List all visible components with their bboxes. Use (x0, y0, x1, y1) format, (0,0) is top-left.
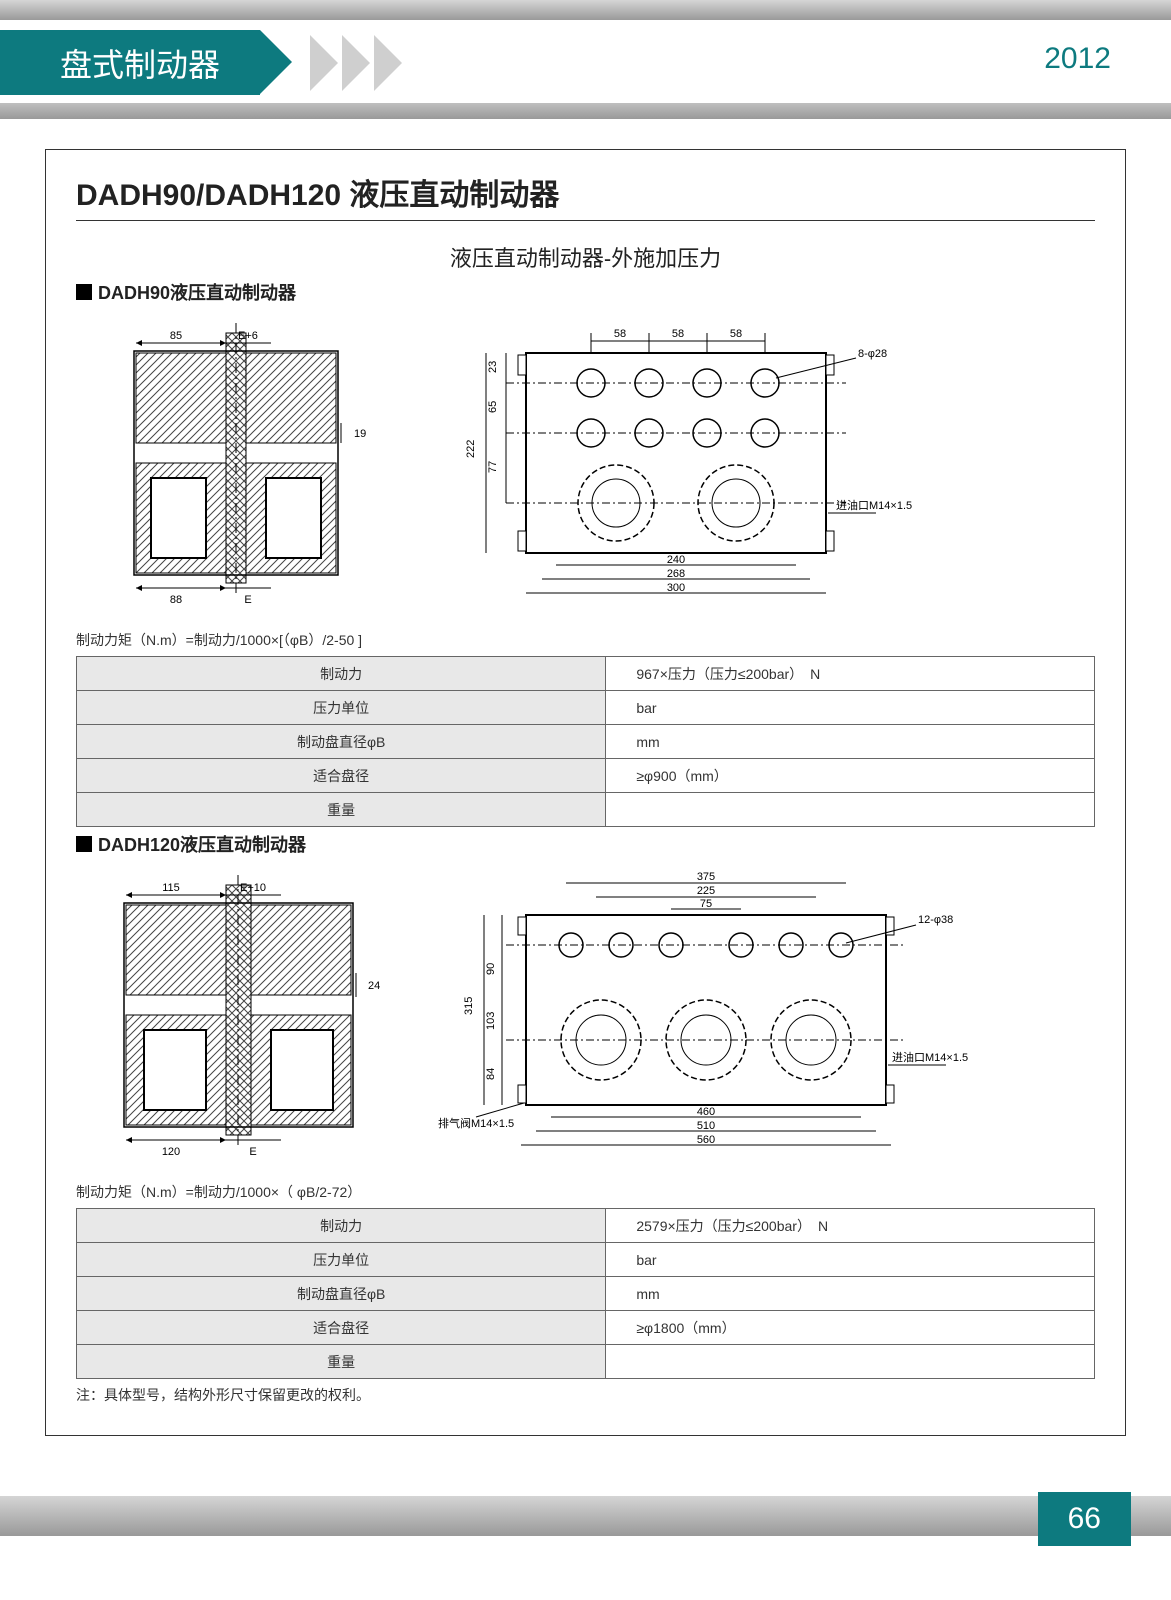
svg-text:12-φ38: 12-φ38 (918, 914, 953, 926)
section-2-table: 制动力2579×压力（压力≤200bar） N 压力单位bar 制动盘直径φBm… (76, 1208, 1095, 1379)
section-2-diagrams: 115 E+10 24 120 E (76, 865, 1095, 1170)
dadh120-left-diagram: 115 E+10 24 120 E (76, 865, 396, 1170)
svg-text:268: 268 (667, 568, 685, 580)
header-year: 2012 (1044, 42, 1111, 76)
svg-text:排气阀M14×1.5: 排气阀M14×1.5 (438, 1116, 514, 1130)
svg-text:E+6: E+6 (238, 330, 258, 342)
svg-text:90: 90 (485, 963, 497, 975)
svg-text:77: 77 (487, 461, 499, 473)
title-rule (76, 220, 1095, 221)
table-row: 重量 (77, 793, 1095, 827)
section-1-table: 制动力967×压力（压力≤200bar） N 压力单位bar 制动盘直径φBmm… (76, 656, 1095, 827)
svg-text:58: 58 (672, 328, 684, 340)
td: ≥φ900（mm） (606, 759, 1095, 793)
page: 盘式制动器 2012 DADH90/DADH120 液压直动制动器 液压直动制动… (0, 0, 1171, 1536)
table-row: 制动盘直径φBmm (77, 725, 1095, 759)
svg-text:24: 24 (368, 980, 380, 992)
svg-text:560: 560 (697, 1134, 715, 1146)
top-gradient-bar (0, 0, 1171, 20)
section-1-diagrams: 85 E+6 19 88 E (76, 313, 1095, 618)
chevron-icons (310, 35, 402, 91)
section-2-label: DADH120液压直动制动器 (76, 831, 1095, 857)
svg-text:65: 65 (487, 401, 499, 413)
svg-text:75: 75 (700, 898, 712, 910)
page-number: 66 (1038, 1492, 1131, 1546)
td: 967×压力（压力≤200bar） N (606, 657, 1095, 691)
svg-text:103: 103 (485, 1012, 497, 1030)
section-2-label-text: DADH120液压直动制动器 (98, 831, 306, 857)
td: bar (606, 691, 1095, 725)
svg-text:19: 19 (354, 428, 366, 440)
svg-text:E+10: E+10 (240, 882, 266, 894)
table-row: 压力单位bar (77, 691, 1095, 725)
th: 重量 (77, 1345, 606, 1379)
th: 重量 (77, 793, 606, 827)
footnote: 注：具体型号，结构外形尺寸保留更改的权利。 (76, 1385, 1095, 1405)
svg-text:375: 375 (697, 871, 715, 883)
main-title: DADH90/DADH120 液压直动制动器 (76, 170, 1095, 214)
header-row: 盘式制动器 2012 (0, 30, 1171, 95)
header-tab: 盘式制动器 (0, 30, 260, 95)
svg-text:进油口M14×1.5: 进油口M14×1.5 (892, 1050, 968, 1064)
table-row: 适合盘径≥φ900（mm） (77, 759, 1095, 793)
svg-text:315: 315 (463, 997, 475, 1015)
th: 制动盘直径φB (77, 1277, 606, 1311)
svg-text:240: 240 (667, 554, 685, 566)
content-frame: DADH90/DADH120 液压直动制动器 液压直动制动器-外施加压力 DAD… (45, 149, 1126, 1436)
section-1-label: DADH90液压直动制动器 (76, 279, 1095, 305)
table-row: 制动力967×压力（压力≤200bar） N (77, 657, 1095, 691)
header-tab-text: 盘式制动器 (60, 40, 220, 86)
table-row: 适合盘径≥φ1800（mm） (77, 1311, 1095, 1345)
svg-text:300: 300 (667, 582, 685, 594)
table-row: 制动力2579×压力（压力≤200bar） N (77, 1209, 1095, 1243)
svg-text:E: E (249, 1146, 256, 1158)
table-row: 制动盘直径φBmm (77, 1277, 1095, 1311)
th: 制动力 (77, 1209, 606, 1243)
td (606, 1345, 1095, 1379)
square-icon (76, 836, 92, 852)
dim-85: 85 (170, 330, 182, 342)
footer-bar: 66 (0, 1496, 1171, 1536)
th: 适合盘径 (77, 759, 606, 793)
header-underline-bar (0, 103, 1171, 119)
chevron-icon (374, 35, 402, 91)
svg-text:58: 58 (730, 328, 742, 340)
td: ≥φ1800（mm） (606, 1311, 1095, 1345)
section-2-formula: 制动力矩（N.m）=制动力/1000×（ φB/2-72） (76, 1182, 1095, 1202)
table-row: 压力单位bar (77, 1243, 1095, 1277)
svg-text:8-φ28: 8-φ28 (858, 348, 887, 360)
center-subtitle: 液压直动制动器-外施加压力 (76, 241, 1095, 273)
dadh90-right-diagram: 58 58 58 222 23 65 77 240 268 300 (436, 313, 916, 618)
th: 制动盘直径φB (77, 725, 606, 759)
svg-text:222: 222 (465, 440, 477, 458)
svg-text:115: 115 (162, 882, 180, 894)
dadh120-right-diagram: 375 225 75 315 90 103 84 460 510 560 12-… (436, 865, 976, 1170)
svg-text:23: 23 (487, 361, 499, 373)
svg-text:510: 510 (697, 1120, 715, 1132)
td: bar (606, 1243, 1095, 1277)
section-1-label-text: DADH90液压直动制动器 (98, 279, 296, 305)
square-icon (76, 284, 92, 300)
svg-text:84: 84 (485, 1068, 497, 1080)
svg-text:460: 460 (697, 1106, 715, 1118)
chevron-icon (310, 35, 338, 91)
td: 2579×压力（压力≤200bar） N (606, 1209, 1095, 1243)
td (606, 793, 1095, 827)
th: 压力单位 (77, 1243, 606, 1277)
section-1-formula: 制动力矩（N.m）=制动力/1000×[（φB）/2-50 ] (76, 630, 1095, 650)
th: 适合盘径 (77, 1311, 606, 1345)
svg-text:225: 225 (697, 885, 715, 897)
th: 压力单位 (77, 691, 606, 725)
svg-text:120: 120 (162, 1146, 180, 1158)
td: mm (606, 1277, 1095, 1311)
svg-text:E: E (244, 594, 251, 606)
svg-text:进油口M14×1.5: 进油口M14×1.5 (836, 498, 912, 512)
td: mm (606, 725, 1095, 759)
svg-text:88: 88 (170, 594, 182, 606)
th: 制动力 (77, 657, 606, 691)
dadh90-left-diagram: 85 E+6 19 88 E (76, 313, 396, 618)
svg-text:58: 58 (614, 328, 626, 340)
table-row: 重量 (77, 1345, 1095, 1379)
chevron-icon (342, 35, 370, 91)
